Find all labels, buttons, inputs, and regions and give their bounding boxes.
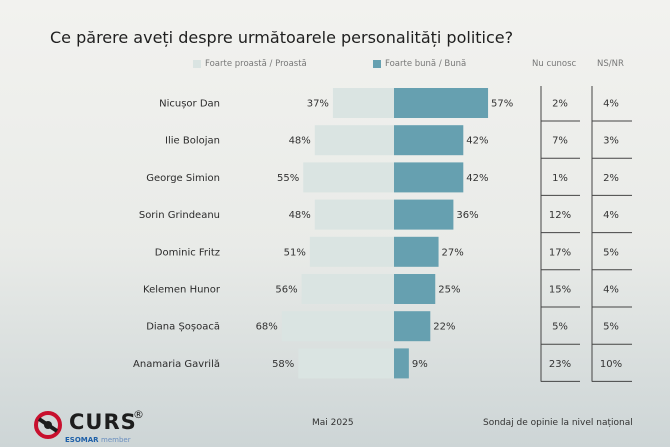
- category-label: Dominic Fritz: [155, 247, 220, 258]
- bar-positive: [394, 88, 489, 118]
- bar-positive-label: 42%: [466, 173, 488, 184]
- unknown-value: 17%: [549, 247, 571, 258]
- category-label: Ilie Bolojan: [165, 136, 220, 147]
- unknown-value: 1%: [552, 173, 568, 184]
- nsnr-value: 4%: [603, 99, 619, 110]
- footer-date: Mai 2025: [312, 418, 354, 428]
- bar-negative-label: 68%: [256, 322, 278, 333]
- curs-logo-registered: ®: [133, 408, 144, 421]
- bar-negative-label: 55%: [277, 173, 299, 184]
- bar-negative-label: 48%: [289, 210, 311, 221]
- legend-positive-swatch: [373, 60, 381, 68]
- legend-negative-swatch: [193, 60, 201, 68]
- legend-positive: Foarte bună / Bună: [373, 59, 466, 69]
- nsnr-value: 5%: [603, 247, 619, 258]
- bar-positive: [394, 199, 454, 230]
- bar-positive-label: 22%: [433, 322, 455, 333]
- bar-positive-label: 25%: [438, 285, 460, 296]
- bar-negative-label: 37%: [307, 99, 329, 110]
- bar-positive-label: 36%: [456, 210, 478, 221]
- category-label: Anamaria Gavrilă: [133, 359, 220, 370]
- member-label: member: [101, 436, 131, 444]
- bar-positive: [394, 348, 409, 379]
- category-label: Nicușor Dan: [159, 99, 220, 110]
- bar-positive: [394, 125, 464, 156]
- bar-positive-label: 42%: [466, 136, 488, 147]
- bar-negative-label: 58%: [272, 359, 294, 370]
- bar-positive: [394, 162, 464, 193]
- bar-positive: [394, 274, 436, 304]
- bar-negative: [298, 348, 394, 379]
- bar-negative: [309, 236, 394, 267]
- category-label: Kelemen Hunor: [143, 285, 221, 296]
- nsnr-value: 3%: [603, 136, 619, 147]
- unknown-value: 15%: [549, 285, 571, 296]
- bar-positive: [394, 236, 439, 267]
- unknown-value: 23%: [549, 359, 571, 370]
- chart-title: Ce părere aveți despre următoarele perso…: [50, 28, 514, 47]
- curs-logo-word: CURS: [69, 410, 137, 434]
- nsnr-value: 10%: [600, 359, 622, 370]
- nsnr-value: 2%: [603, 173, 619, 184]
- legend-positive-label: Foarte bună / Bună: [385, 59, 467, 69]
- esomar-label: ESOMAR: [65, 436, 99, 444]
- bar-negative: [332, 88, 394, 118]
- nsnr-value: 5%: [603, 322, 619, 333]
- bar-negative-label: 51%: [284, 247, 306, 258]
- category-label: Sorin Grindeanu: [139, 210, 220, 221]
- bar-negative: [303, 162, 394, 193]
- bar-negative: [314, 199, 394, 230]
- bar-positive-label: 57%: [491, 99, 513, 110]
- unknown-value: 2%: [552, 99, 568, 110]
- bar-negative-label: 56%: [275, 285, 297, 296]
- footer-note: Sondaj de opinie la nivel național: [483, 418, 633, 428]
- column-header-nsnr: NS/NR: [597, 59, 624, 69]
- bar-negative: [314, 125, 394, 156]
- column-header-unknown: Nu cunosc: [532, 59, 577, 69]
- curs-logo-mark: [34, 411, 62, 439]
- legend-negative: Foarte proastă / Proastă: [193, 59, 307, 69]
- category-label: George Simion: [146, 173, 220, 184]
- bar-positive-label: 9%: [412, 359, 428, 370]
- unknown-value: 7%: [552, 136, 568, 147]
- unknown-value: 12%: [549, 210, 571, 221]
- bar-negative: [301, 274, 394, 304]
- bar-positive-label: 27%: [442, 247, 464, 258]
- curs-logo: CURS ® ESOMAR member: [33, 408, 153, 446]
- bar-negative-label: 48%: [289, 136, 311, 147]
- category-label: Diana Șoșoacă: [146, 322, 220, 333]
- bar-negative: [281, 311, 394, 342]
- esomar-member: ESOMAR member: [65, 436, 131, 444]
- nsnr-value: 4%: [603, 210, 619, 221]
- legend-negative-label: Foarte proastă / Proastă: [205, 59, 307, 69]
- unknown-value: 5%: [552, 322, 568, 333]
- nsnr-value: 4%: [603, 285, 619, 296]
- bar-positive: [394, 311, 431, 342]
